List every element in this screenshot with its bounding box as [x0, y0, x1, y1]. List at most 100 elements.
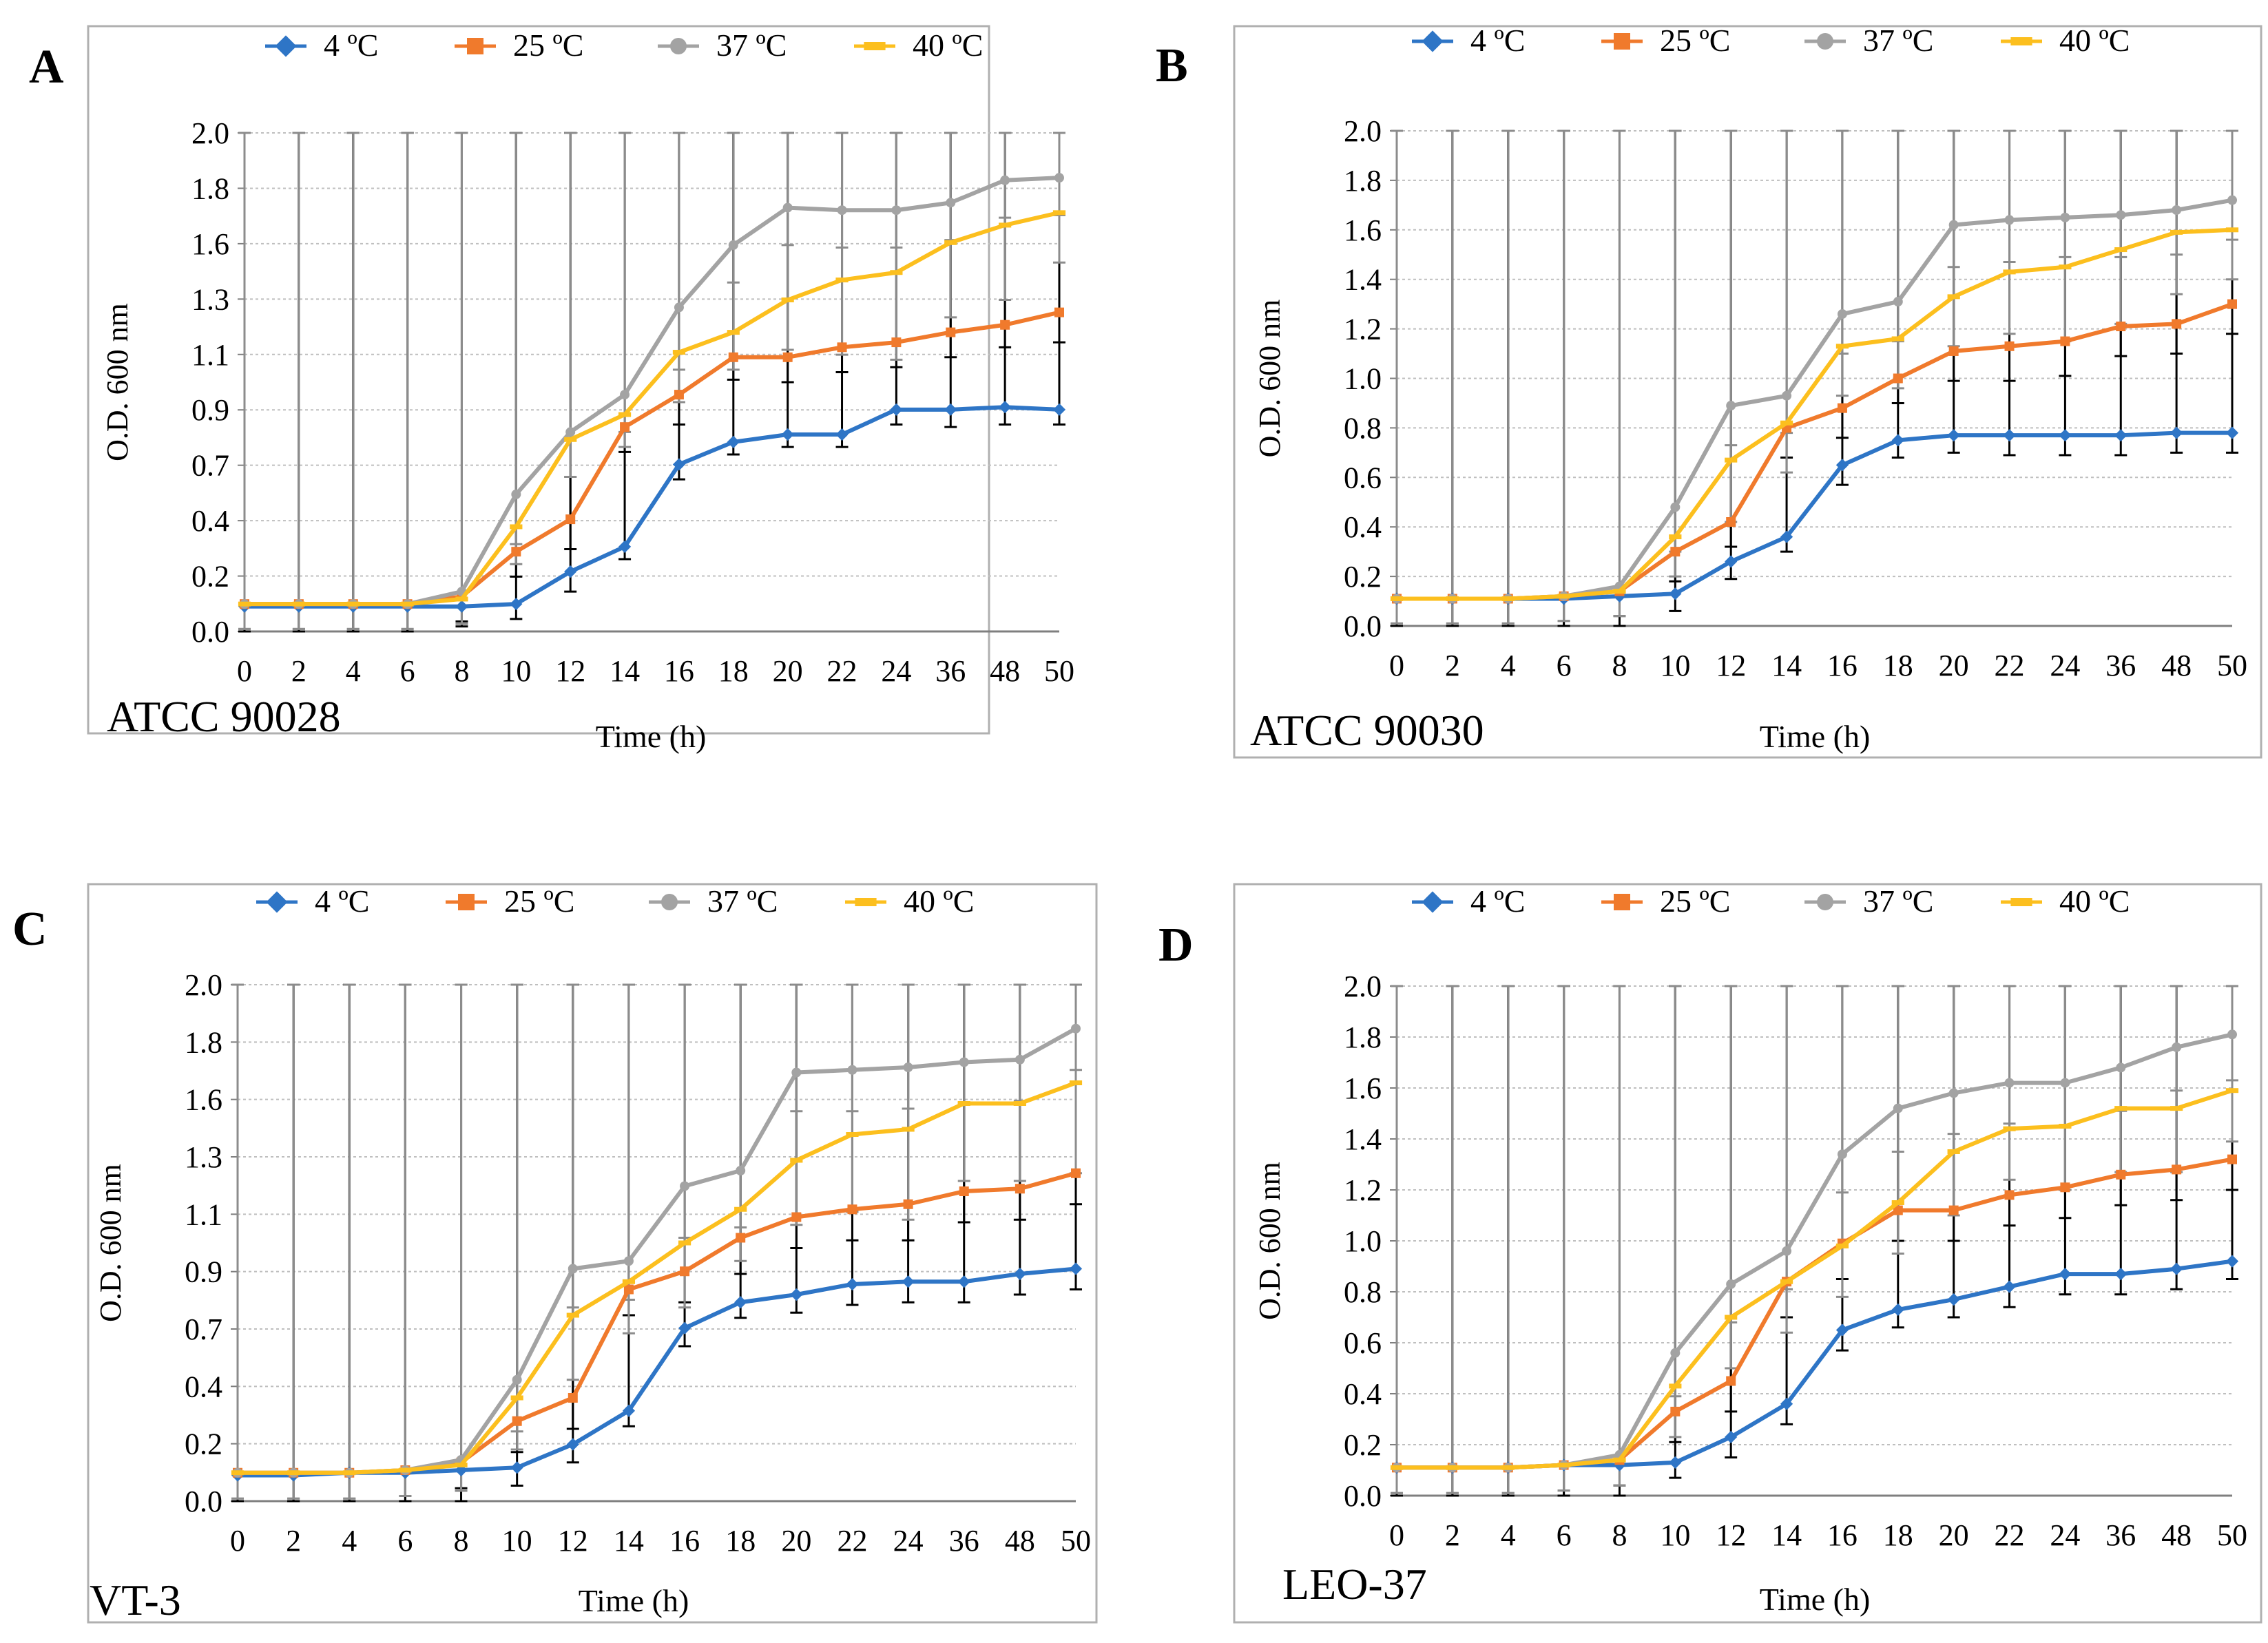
data-point-4c	[2059, 1268, 2072, 1281]
series-line-37c	[1397, 1032, 2233, 1470]
strain-label: ATCC 90028	[107, 692, 341, 741]
data-point-37c	[728, 240, 738, 250]
data-point-25c	[1670, 547, 1681, 557]
y-axis-label: O.D. 600 nm	[101, 303, 134, 461]
series-line-37c	[1397, 198, 2233, 601]
panel-c: C0.00.20.40.70.91.11.31.61.82.00 2 4 6 8 10 12…	[12, 883, 1098, 1624]
x-tick-label: 48	[990, 654, 1020, 688]
y-tick-label: 1.3	[185, 1140, 222, 1174]
y-tick-label: 1.0	[1344, 1224, 1382, 1258]
data-point-40c	[1390, 596, 1404, 601]
x-tick-label: 0	[237, 654, 252, 688]
data-point-37c	[959, 1057, 969, 1067]
x-tick-label: 22	[1995, 1518, 2025, 1552]
x-tick-label: 4	[342, 1524, 357, 1558]
data-point-40c	[1501, 596, 1515, 601]
data-point-25c	[903, 1199, 913, 1209]
legend-marker-4c	[1422, 891, 1444, 913]
data-point-25c	[2060, 336, 2070, 346]
data-point-40c	[455, 596, 468, 602]
data-point-37c	[2172, 205, 2182, 216]
series-line-37c	[238, 1027, 1077, 1475]
x-tick-label: 24	[893, 1524, 924, 1558]
y-tick-label: 0.4	[1344, 1377, 1382, 1411]
legend-label-40c: 40 ºC	[913, 28, 983, 63]
x-tick-label: 20	[1939, 649, 1969, 682]
error-bars-40c	[1391, 129, 2238, 625]
data-point-40c	[1780, 420, 1793, 426]
x-tick-label: 12	[1716, 1518, 1746, 1552]
y-tick-label: 2.0	[185, 968, 222, 1002]
data-point-40c	[2114, 247, 2127, 253]
legend-label-40c: 40 ºC	[2059, 883, 2130, 919]
error-bars-25c	[1391, 985, 2238, 1497]
x-tick-label: 8	[454, 1524, 469, 1558]
data-point-37c	[568, 1264, 578, 1274]
error-bars-37c	[1391, 129, 2238, 625]
data-point-37c	[1054, 173, 1064, 183]
y-tick-label: 2.0	[1344, 970, 1382, 1003]
legend-marker-25c	[467, 38, 483, 54]
legend-label-37c: 37 ºC	[1863, 883, 1933, 919]
data-point-25c	[1948, 346, 1959, 356]
legend: 4 ºC 25 ºC 37 ºC 40 ºC	[256, 883, 974, 919]
data-point-4c	[1013, 1267, 1026, 1281]
data-point-40c	[238, 601, 251, 607]
x-tick-label: 0	[1389, 649, 1404, 682]
data-point-25c	[1000, 320, 1010, 330]
data-point-4c	[1052, 403, 1066, 416]
data-point-37c	[1670, 1348, 1681, 1358]
data-point-4c	[734, 1296, 747, 1309]
data-point-40c	[1390, 1465, 1404, 1470]
data-point-4c	[846, 1277, 859, 1291]
y-tick-label: 0.9	[191, 393, 229, 427]
data-point-40c	[564, 437, 577, 442]
x-tick-label: 6	[400, 654, 415, 688]
data-point-37c	[512, 1374, 522, 1385]
series-line-40c	[1397, 227, 2233, 601]
data-point-40c	[1835, 344, 1849, 349]
y-tick-label: 0.7	[191, 449, 229, 483]
x-tick-label: 48	[2161, 1518, 2192, 1552]
data-point-40c	[1557, 594, 1570, 599]
x-tick-label: 22	[827, 654, 857, 688]
data-point-37c	[1893, 1103, 1903, 1113]
y-tick-label: 1.8	[1344, 164, 1382, 198]
x-tick-label: 2	[291, 654, 306, 688]
data-point-37c	[782, 202, 793, 213]
y-axis-label: O.D. 600 nm	[94, 1164, 127, 1322]
data-point-40c	[2059, 264, 2072, 270]
y-tick-label: 1.4	[1344, 263, 1382, 297]
data-point-40c	[292, 601, 305, 607]
data-point-25c	[680, 1266, 690, 1277]
y-tick-label: 0.6	[1344, 1326, 1382, 1360]
data-point-40c	[1780, 1279, 1793, 1284]
data-point-4c	[564, 565, 577, 578]
data-point-40c	[2170, 1106, 2183, 1111]
legend: 4 ºC 25 ºC 37 ºC 40 ºC	[1412, 883, 2130, 919]
data-point-25c	[620, 422, 630, 432]
data-point-4c	[622, 1404, 636, 1417]
data-point-4c	[790, 1288, 803, 1301]
data-point-4c	[2059, 429, 2072, 442]
x-tick-label: 14	[1771, 1518, 1802, 1552]
x-tick-label: 20	[773, 654, 803, 688]
data-point-40c	[1613, 1457, 1626, 1463]
data-point-4c	[2225, 426, 2239, 439]
data-point-40c	[455, 1463, 468, 1467]
x-tick-label: 4	[346, 654, 361, 688]
data-point-4c	[2225, 1255, 2239, 1268]
data-point-4c	[2003, 429, 2016, 442]
data-point-4c	[957, 1275, 970, 1288]
y-tick-label: 1.8	[1344, 1021, 1382, 1054]
data-point-4c	[1835, 1323, 1849, 1337]
series-line-4c	[245, 405, 1060, 609]
data-point-40c	[944, 240, 957, 245]
data-point-40c	[1446, 1465, 1459, 1470]
y-tick-label: 1.8	[191, 171, 229, 205]
data-point-40c	[2003, 1126, 2016, 1131]
x-tick-label: 50	[2217, 649, 2247, 682]
data-point-37c	[2227, 195, 2237, 205]
data-point-40c	[618, 412, 632, 417]
